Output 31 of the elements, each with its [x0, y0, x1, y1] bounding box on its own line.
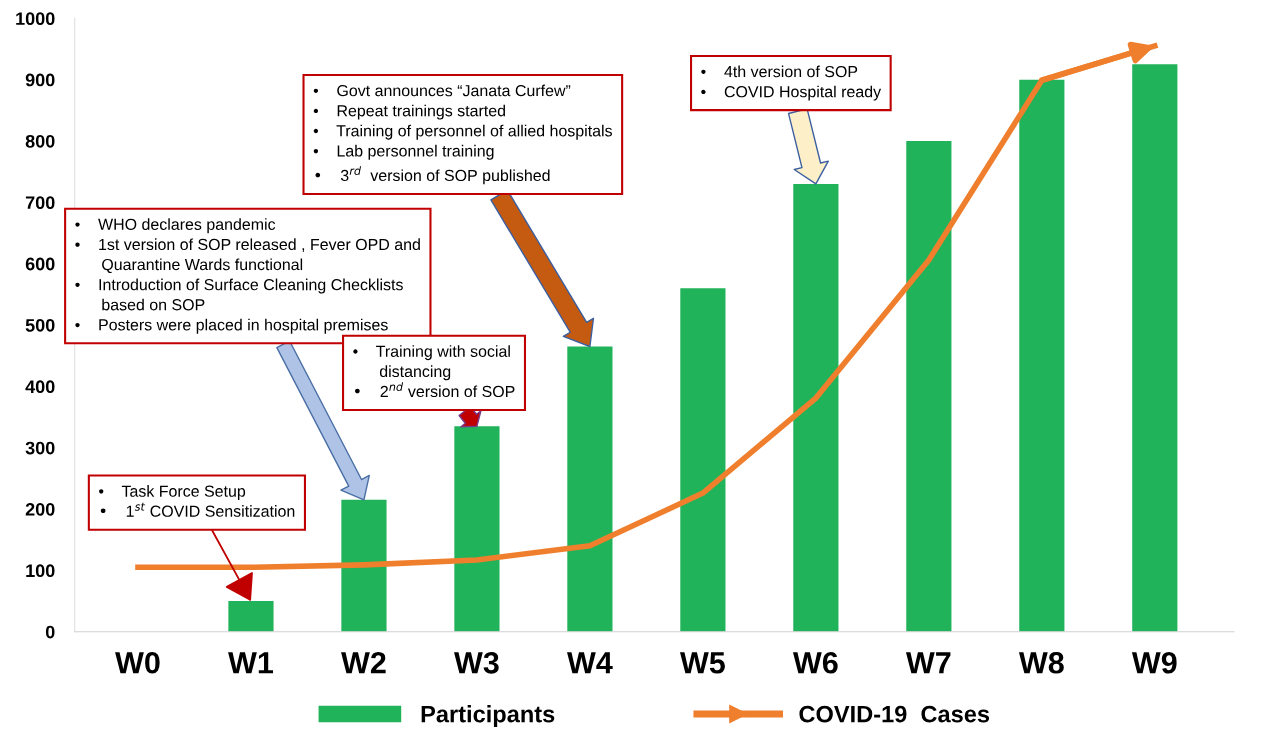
y-tick-label: 100	[26, 564, 55, 578]
x-tick-label: W6	[792, 651, 838, 674]
y-tick-label: 800	[25, 134, 55, 148]
bar	[1132, 64, 1178, 632]
x-tick-label: W7	[905, 652, 951, 674]
bar	[906, 140, 952, 632]
x-tick-label: W3	[454, 651, 499, 674]
annotation: • 4th version of SOP • COVID Hospital ready	[701, 65, 882, 101]
annotation: • WHO declares pandemic • 1st version of SOP released , Fever OPD and Quarantine Wards functional • Introduction of Surface Cleaning Checklists based on SOP • Posters were placed in hospital premises	[75, 218, 420, 334]
y-tick-label: 500	[25, 318, 55, 332]
y-tick-label: 0	[45, 625, 55, 639]
x-tick-label: W1	[228, 652, 274, 674]
annotation: • Govt announces “Janata Curfew” • Repeat trainings started • Training of personnel of allied hospitals • Lab personnel training • 3$^{rd}$ version of SOP published	[313, 84, 612, 185]
y-tick-label: 200	[25, 502, 55, 516]
y-tick-label: 1000	[16, 12, 55, 26]
y-tick-label: 700	[25, 196, 55, 210]
y-tick-label: 600	[25, 257, 55, 271]
legend-label: COVID-19 Cases	[799, 705, 990, 723]
annotation: • Training with social distancing • 2$^{nd}$ version of SOP	[353, 345, 515, 398]
legend-label: Participants	[421, 705, 555, 728]
y-tick-label: 900	[25, 73, 55, 87]
y-tick-label: 300	[25, 441, 55, 455]
x-tick-label: W0	[115, 651, 160, 674]
x-tick-label: W8	[1018, 651, 1064, 674]
annotation: • Task Force Setup • 1$^{st}$ COVID Sensitization	[99, 485, 295, 517]
y-tick-label: 400	[25, 380, 55, 394]
x-tick-label: W4	[567, 652, 613, 674]
x-tick-label: W2	[341, 651, 386, 674]
x-tick-label: W5	[680, 652, 725, 674]
bar	[680, 288, 726, 632]
x-tick-label: W9	[1131, 651, 1177, 674]
